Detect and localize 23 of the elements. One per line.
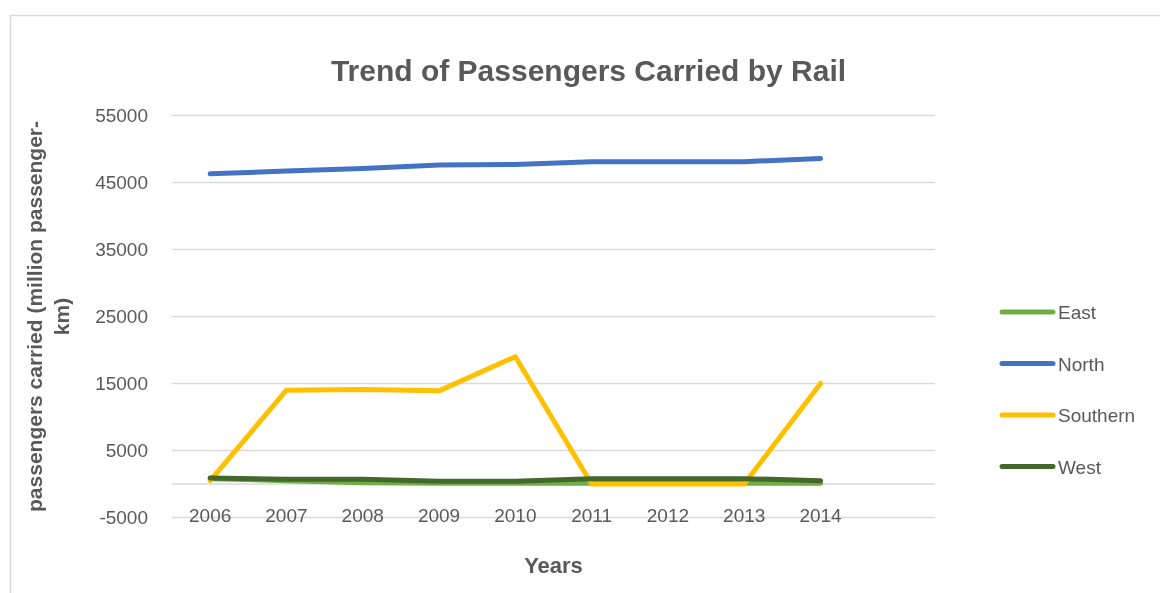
x-tick-label: 2014	[799, 505, 843, 526]
y-axis-title: passengers carried (million passenger-km)	[23, 121, 73, 512]
x-tick-label: 2008	[341, 505, 384, 526]
chart-title: Trend of Passengers Carried by Rail	[330, 54, 847, 87]
y-tick-label: 15000	[95, 373, 148, 394]
x-tick-label: 2010	[494, 505, 537, 526]
legend-label: North	[1058, 353, 1105, 374]
x-tick-label: 2011	[571, 505, 613, 526]
x-tick-label: 2007	[265, 505, 308, 526]
x-tick-label: 2006	[189, 505, 232, 526]
legend-label: East	[1058, 301, 1097, 323]
x-tick-label: 2013	[723, 505, 766, 526]
y-tick-label: 25000	[95, 306, 148, 327]
x-tick-label: 2012	[646, 505, 690, 526]
y-tick-label: 5000	[105, 440, 148, 461]
legend-label: Southern	[1058, 404, 1136, 426]
y-tick-label: 45000	[95, 172, 148, 193]
y-tick-label: 55000	[95, 105, 148, 126]
x-tick-label: 2009	[417, 505, 461, 526]
y-tick-label: -5000	[99, 507, 148, 528]
x-axis-title: Years	[524, 553, 583, 578]
legend-label: West	[1058, 456, 1102, 477]
y-tick-label: 35000	[95, 239, 148, 260]
